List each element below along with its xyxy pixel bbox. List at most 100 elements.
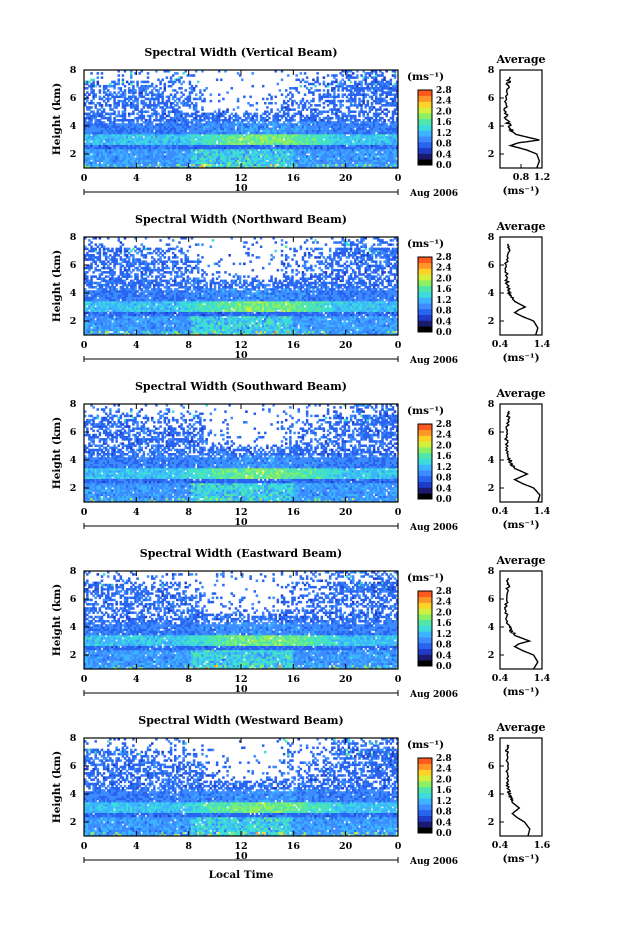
avg-x-tick-label: 0.8 bbox=[513, 172, 530, 183]
heatmap-cell bbox=[302, 98, 304, 101]
colorbar-tick-label: 2.4 bbox=[436, 97, 452, 107]
heatmap-cell bbox=[94, 93, 96, 96]
heatmap-cell bbox=[97, 81, 99, 84]
heatmap-cell bbox=[281, 79, 283, 82]
heatmap-cell bbox=[270, 108, 272, 111]
x-tick-label: 8 bbox=[185, 173, 192, 184]
y-tick-label: 2 bbox=[70, 149, 77, 160]
colorbar-segment bbox=[418, 102, 432, 108]
heatmap-cell bbox=[159, 87, 161, 90]
colorbar-segment bbox=[418, 113, 432, 119]
heatmap-cell bbox=[256, 108, 258, 111]
heatmap-cell bbox=[306, 76, 308, 79]
heatmap-cell bbox=[178, 106, 180, 109]
heatmap-cell bbox=[243, 96, 245, 99]
colorbar-segment bbox=[418, 130, 432, 136]
heatmap-cell bbox=[268, 117, 270, 120]
heatmap-cell bbox=[291, 93, 293, 96]
heatmap-cell bbox=[323, 81, 325, 84]
average-profile-line bbox=[504, 77, 539, 168]
colorbar-tick-label: 0.8 bbox=[436, 140, 452, 150]
heatmap-cell bbox=[316, 72, 318, 75]
heatmap-cell bbox=[166, 76, 168, 79]
heatmap-cell bbox=[335, 79, 337, 82]
heatmap-cell bbox=[180, 87, 182, 90]
heatmap-cell bbox=[331, 117, 333, 120]
colorbar-tick-label: 2.8 bbox=[436, 86, 452, 96]
colorbar-tick-label: 2.0 bbox=[436, 107, 452, 117]
heatmap-cell bbox=[304, 93, 306, 96]
heatmap-cell bbox=[226, 108, 228, 111]
heatmap-cell bbox=[274, 96, 276, 99]
heatmap-cell bbox=[176, 72, 178, 75]
heatmap-cell bbox=[344, 81, 346, 84]
heatmap-cell bbox=[274, 102, 276, 105]
heatmap-cell bbox=[182, 81, 184, 84]
heatmap-cell bbox=[122, 74, 124, 77]
heatmap-cell bbox=[335, 74, 337, 77]
heatmap-cell bbox=[295, 74, 297, 77]
heatmap-cell bbox=[222, 98, 224, 101]
heatmap-cell bbox=[199, 89, 201, 92]
heatmap-cell bbox=[231, 87, 233, 90]
heatmap-cell bbox=[97, 72, 99, 75]
heatmap-cell bbox=[341, 74, 343, 77]
heatmap-cells bbox=[84, 237, 398, 335]
panel-2: Spectral Width (Northward Beam)2468Heigh… bbox=[51, 213, 551, 366]
heatmap-cell bbox=[251, 85, 253, 88]
colorbar-tick-label: 1.6 bbox=[436, 118, 452, 128]
heatmap-cell bbox=[193, 74, 195, 77]
heatmap-cell bbox=[251, 104, 253, 107]
heatmap-cell bbox=[117, 79, 119, 82]
heatmap-cell bbox=[132, 81, 134, 84]
heatmap-cell bbox=[201, 93, 203, 96]
heatmap-cell bbox=[218, 93, 220, 96]
heatmap-cell bbox=[270, 102, 272, 105]
colorbar-segment bbox=[418, 153, 432, 159]
heatmap-cell bbox=[220, 79, 222, 82]
heatmap-cell bbox=[237, 98, 239, 101]
heatmap-cell bbox=[210, 100, 212, 103]
heatmap-cell bbox=[310, 87, 312, 90]
heatmap-cell bbox=[143, 115, 145, 118]
heatmap-cell bbox=[354, 110, 356, 113]
heatmap-cell bbox=[327, 74, 329, 77]
heatmap-cell bbox=[195, 102, 197, 105]
heatmap-cell bbox=[310, 104, 312, 107]
heatmap-cell bbox=[312, 98, 314, 101]
avg-y-tick-label: 6 bbox=[488, 93, 495, 104]
heatmap-cell bbox=[132, 85, 134, 88]
heatmap-cell bbox=[390, 79, 392, 82]
heatmap-cell bbox=[134, 89, 136, 92]
colorbar-tick-label: 0.4 bbox=[436, 150, 452, 160]
heatmap-cell bbox=[205, 87, 207, 90]
day-label: 10 bbox=[234, 183, 248, 194]
heatmap-cell bbox=[323, 76, 325, 79]
heatmap-cell bbox=[218, 100, 220, 103]
heatmap-cell bbox=[356, 74, 358, 77]
colorbar-segment bbox=[418, 107, 432, 113]
heatmap-cell bbox=[122, 79, 124, 82]
colorbar-segment bbox=[418, 90, 432, 96]
heatmap-cell bbox=[189, 81, 191, 84]
heatmap-cell bbox=[201, 106, 203, 109]
average-profile: Average24680.8 1.2(ms⁻¹) bbox=[488, 53, 551, 197]
colorbar: (ms⁻¹)0.00.40.81.21.62.02.42.8 bbox=[407, 71, 452, 171]
heatmap-cell bbox=[293, 108, 295, 111]
avg-y-tick-label: 2 bbox=[488, 149, 495, 160]
heatmap-cell bbox=[99, 89, 101, 92]
y-tick-label: 4 bbox=[70, 121, 77, 132]
heatmap-cell bbox=[266, 106, 268, 109]
heatmap-cell bbox=[287, 74, 289, 77]
heatmap-cell bbox=[124, 89, 126, 92]
colorbar-segment bbox=[418, 148, 432, 154]
heatmap-cells bbox=[84, 70, 398, 168]
heatmap-cell bbox=[182, 93, 184, 96]
heatmap-cell bbox=[109, 104, 111, 107]
heatmap-cell bbox=[97, 76, 99, 79]
heatmap-cell bbox=[262, 98, 264, 101]
heatmap-cell bbox=[341, 104, 343, 107]
heatmap-cell bbox=[147, 110, 149, 113]
average-xlabel: (ms⁻¹) bbox=[502, 185, 539, 197]
